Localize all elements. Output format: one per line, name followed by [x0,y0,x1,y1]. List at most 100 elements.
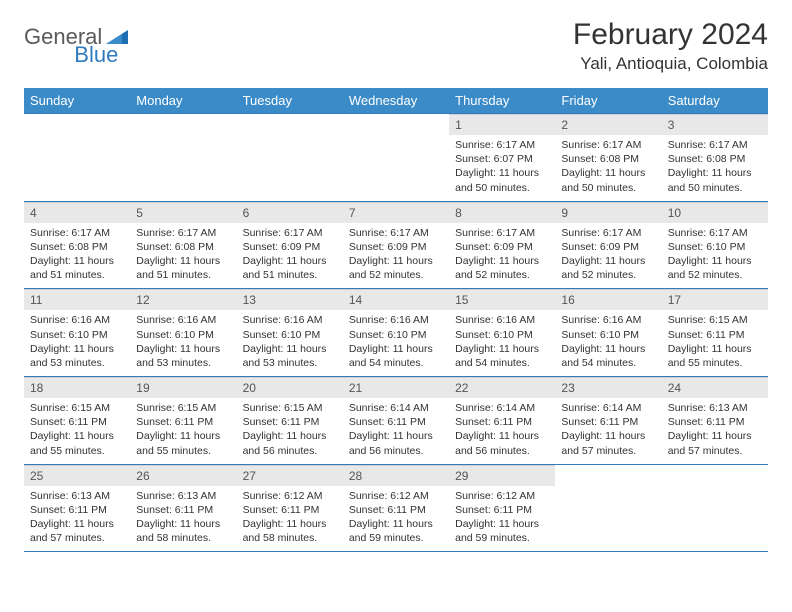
day-number: 7 [343,202,449,223]
day-info: Sunrise: 6:16 AMSunset: 6:10 PMDaylight:… [130,310,236,376]
calendar-day-cell: 15Sunrise: 6:16 AMSunset: 6:10 PMDayligh… [449,289,555,377]
day-info: Sunrise: 6:12 AMSunset: 6:11 PMDaylight:… [449,486,555,552]
calendar-day-cell: 19Sunrise: 6:15 AMSunset: 6:11 PMDayligh… [130,377,236,465]
day-info: Sunrise: 6:14 AMSunset: 6:11 PMDaylight:… [343,398,449,464]
calendar-day-cell: 28Sunrise: 6:12 AMSunset: 6:11 PMDayligh… [343,464,449,552]
logo: General Blue [24,18,176,50]
calendar-day-cell: 2Sunrise: 6:17 AMSunset: 6:08 PMDaylight… [555,114,661,202]
calendar-day-cell: 7Sunrise: 6:17 AMSunset: 6:09 PMDaylight… [343,201,449,289]
day-number: 8 [449,202,555,223]
day-number: 1 [449,114,555,135]
day-info: Sunrise: 6:15 AMSunset: 6:11 PMDaylight:… [662,310,768,376]
day-number: 24 [662,377,768,398]
day-number: 13 [237,289,343,310]
calendar-day-cell: 12Sunrise: 6:16 AMSunset: 6:10 PMDayligh… [130,289,236,377]
calendar-day-cell: 20Sunrise: 6:15 AMSunset: 6:11 PMDayligh… [237,377,343,465]
calendar-empty-cell [130,114,236,202]
calendar-empty-cell [237,114,343,202]
weekday-header: Thursday [449,88,555,114]
calendar-week-row: 18Sunrise: 6:15 AMSunset: 6:11 PMDayligh… [24,377,768,465]
day-info: Sunrise: 6:12 AMSunset: 6:11 PMDaylight:… [237,486,343,552]
day-number: 5 [130,202,236,223]
day-number: 23 [555,377,661,398]
title-block: February 2024 Yali, Antioquia, Colombia [573,18,768,74]
day-number: 12 [130,289,236,310]
calendar-day-cell: 4Sunrise: 6:17 AMSunset: 6:08 PMDaylight… [24,201,130,289]
day-info: Sunrise: 6:17 AMSunset: 6:08 PMDaylight:… [662,135,768,201]
calendar-day-cell: 14Sunrise: 6:16 AMSunset: 6:10 PMDayligh… [343,289,449,377]
day-info: Sunrise: 6:17 AMSunset: 6:09 PMDaylight:… [555,223,661,289]
day-info: Sunrise: 6:17 AMSunset: 6:09 PMDaylight:… [237,223,343,289]
weekday-header: Friday [555,88,661,114]
calendar-day-cell: 24Sunrise: 6:13 AMSunset: 6:11 PMDayligh… [662,377,768,465]
calendar-week-row: 4Sunrise: 6:17 AMSunset: 6:08 PMDaylight… [24,201,768,289]
day-number: 27 [237,465,343,486]
calendar-day-cell: 3Sunrise: 6:17 AMSunset: 6:08 PMDaylight… [662,114,768,202]
calendar-day-cell: 8Sunrise: 6:17 AMSunset: 6:09 PMDaylight… [449,201,555,289]
day-number: 25 [24,465,130,486]
day-info: Sunrise: 6:13 AMSunset: 6:11 PMDaylight:… [662,398,768,464]
day-info: Sunrise: 6:15 AMSunset: 6:11 PMDaylight:… [24,398,130,464]
month-title: February 2024 [573,18,768,52]
day-info: Sunrise: 6:16 AMSunset: 6:10 PMDaylight:… [555,310,661,376]
day-info: Sunrise: 6:16 AMSunset: 6:10 PMDaylight:… [343,310,449,376]
calendar-day-cell: 10Sunrise: 6:17 AMSunset: 6:10 PMDayligh… [662,201,768,289]
calendar-day-cell: 21Sunrise: 6:14 AMSunset: 6:11 PMDayligh… [343,377,449,465]
day-info: Sunrise: 6:14 AMSunset: 6:11 PMDaylight:… [555,398,661,464]
calendar-day-cell: 5Sunrise: 6:17 AMSunset: 6:08 PMDaylight… [130,201,236,289]
day-info: Sunrise: 6:17 AMSunset: 6:09 PMDaylight:… [449,223,555,289]
day-info: Sunrise: 6:17 AMSunset: 6:09 PMDaylight:… [343,223,449,289]
day-number: 15 [449,289,555,310]
day-info: Sunrise: 6:16 AMSunset: 6:10 PMDaylight:… [24,310,130,376]
calendar-day-cell: 9Sunrise: 6:17 AMSunset: 6:09 PMDaylight… [555,201,661,289]
day-info: Sunrise: 6:15 AMSunset: 6:11 PMDaylight:… [237,398,343,464]
calendar-day-cell: 27Sunrise: 6:12 AMSunset: 6:11 PMDayligh… [237,464,343,552]
day-number: 16 [555,289,661,310]
day-number: 26 [130,465,236,486]
calendar-day-cell: 17Sunrise: 6:15 AMSunset: 6:11 PMDayligh… [662,289,768,377]
day-info: Sunrise: 6:14 AMSunset: 6:11 PMDaylight:… [449,398,555,464]
day-info: Sunrise: 6:15 AMSunset: 6:11 PMDaylight:… [130,398,236,464]
day-number: 11 [24,289,130,310]
day-number: 10 [662,202,768,223]
day-info: Sunrise: 6:17 AMSunset: 6:08 PMDaylight:… [555,135,661,201]
weekday-header: Saturday [662,88,768,114]
calendar-day-cell: 11Sunrise: 6:16 AMSunset: 6:10 PMDayligh… [24,289,130,377]
day-number: 19 [130,377,236,398]
logo-text-blue: Blue [74,42,118,68]
day-info: Sunrise: 6:17 AMSunset: 6:08 PMDaylight:… [130,223,236,289]
day-number: 2 [555,114,661,135]
calendar-day-cell: 16Sunrise: 6:16 AMSunset: 6:10 PMDayligh… [555,289,661,377]
day-number: 3 [662,114,768,135]
day-info: Sunrise: 6:17 AMSunset: 6:10 PMDaylight:… [662,223,768,289]
calendar-empty-cell [24,114,130,202]
day-number: 9 [555,202,661,223]
calendar-day-cell: 23Sunrise: 6:14 AMSunset: 6:11 PMDayligh… [555,377,661,465]
header: General Blue February 2024 Yali, Antioqu… [24,18,768,74]
day-info: Sunrise: 6:17 AMSunset: 6:07 PMDaylight:… [449,135,555,201]
day-number: 4 [24,202,130,223]
day-info: Sunrise: 6:13 AMSunset: 6:11 PMDaylight:… [24,486,130,552]
day-info: Sunrise: 6:16 AMSunset: 6:10 PMDaylight:… [449,310,555,376]
day-number: 20 [237,377,343,398]
calendar-day-cell: 25Sunrise: 6:13 AMSunset: 6:11 PMDayligh… [24,464,130,552]
calendar-day-cell: 13Sunrise: 6:16 AMSunset: 6:10 PMDayligh… [237,289,343,377]
day-info: Sunrise: 6:12 AMSunset: 6:11 PMDaylight:… [343,486,449,552]
weekday-header: Wednesday [343,88,449,114]
weekday-header: Monday [130,88,236,114]
calendar-day-cell: 18Sunrise: 6:15 AMSunset: 6:11 PMDayligh… [24,377,130,465]
calendar-empty-cell [343,114,449,202]
day-info: Sunrise: 6:16 AMSunset: 6:10 PMDaylight:… [237,310,343,376]
location-text: Yali, Antioquia, Colombia [573,54,768,74]
calendar-day-cell: 1Sunrise: 6:17 AMSunset: 6:07 PMDaylight… [449,114,555,202]
day-number: 6 [237,202,343,223]
weekday-header: Tuesday [237,88,343,114]
calendar-empty-cell [662,464,768,552]
calendar-day-cell: 6Sunrise: 6:17 AMSunset: 6:09 PMDaylight… [237,201,343,289]
day-number: 17 [662,289,768,310]
weekday-header: Sunday [24,88,130,114]
day-info: Sunrise: 6:13 AMSunset: 6:11 PMDaylight:… [130,486,236,552]
day-number: 14 [343,289,449,310]
day-number: 29 [449,465,555,486]
calendar-day-cell: 26Sunrise: 6:13 AMSunset: 6:11 PMDayligh… [130,464,236,552]
